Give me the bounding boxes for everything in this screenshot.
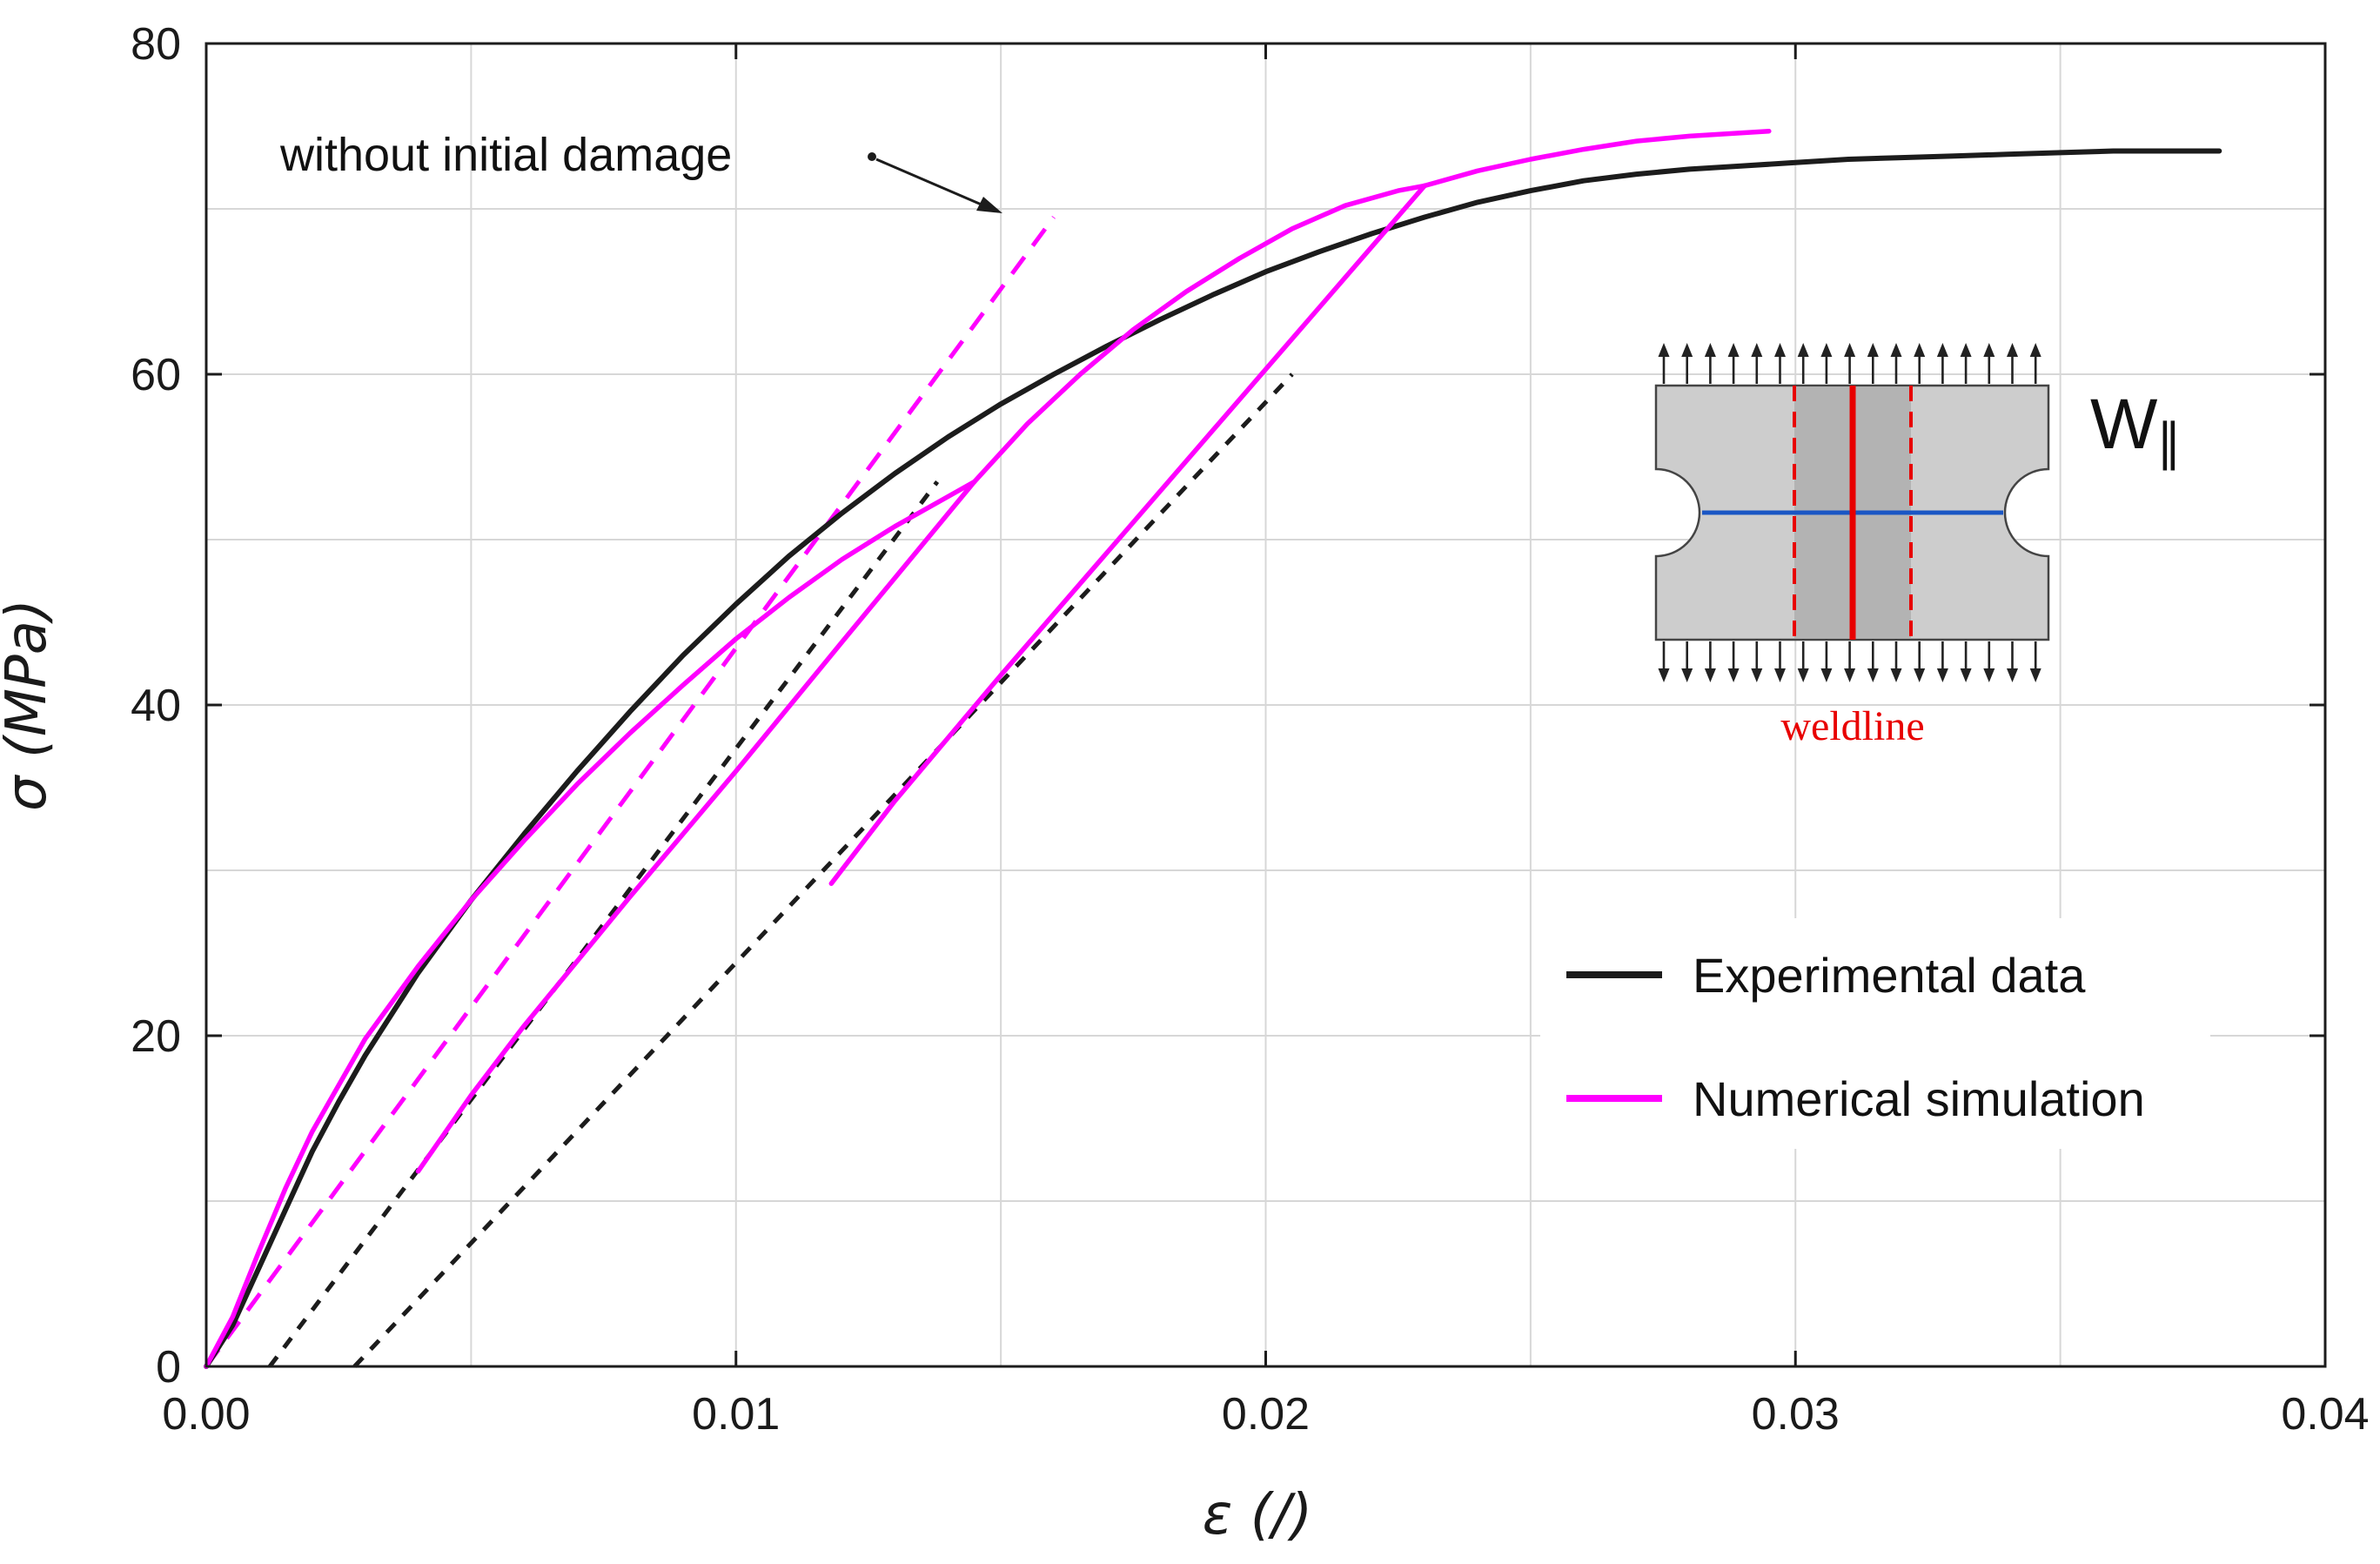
gridlines [206,44,2325,1366]
x-tick-label: 0.03 [1752,1389,1840,1440]
tension-arrow-head [1890,668,1902,682]
y-tick-label: 0 [156,1342,181,1393]
tension-arrow-head [1983,668,1995,682]
series-segment [352,373,1294,1368]
tension-arrow-head [1681,668,1693,682]
series-3 [268,373,1294,1368]
y-axis-tick-labels: 0 20 40 60 80 [131,19,181,1393]
annotation-arrowhead [976,197,1002,213]
tension-arrow-head [2029,343,2041,357]
tension-arrow-head [1774,343,1786,357]
series-1 [204,128,1772,1369]
frame-layer [204,42,2327,1368]
series-segment [268,480,940,1368]
tension-arrow-head [1704,343,1716,357]
legend-background [1540,918,2210,1149]
tension-arrow-head [1658,343,1670,357]
tension-arrow-head [1867,343,1879,357]
tension-arrow-head [1797,343,1809,357]
weldline-label: weldline [1780,703,1924,749]
tension-arrow-head [1960,343,1972,357]
series-2 [204,216,1056,1368]
series-segment [415,479,977,1174]
tension-arrow-head [1727,668,1740,682]
x-tick-label: 0.02 [1222,1389,1310,1440]
x-tick-label: 0.01 [692,1389,780,1440]
tension-arrow-head [1751,343,1763,357]
tension-arrow-head [1914,343,1926,357]
tension-arrow-head [1890,343,1902,357]
tension-arrows-bottom [1658,641,2041,682]
tension-arrow-head [2029,668,2041,682]
series-layer [204,128,2222,1369]
x-axis-label: ε (/) [1203,1483,1312,1547]
tension-arrow-head [1658,668,1670,682]
series-segment [204,479,977,1369]
inset-specimen: W ∥ weldline [1654,343,2182,749]
specimen-label: W [2090,385,2158,464]
tension-arrow-head [1983,343,1995,357]
tension-arrow-head [2007,668,2018,682]
tension-arrow-head [2007,343,2018,357]
y-tick-label: 60 [131,350,181,400]
series-segment [204,216,1056,1368]
tension-arrow-head [1936,343,1948,357]
series-segment [1422,128,1772,189]
tension-arrow-head [1867,668,1879,682]
tension-arrow-head [1820,668,1833,682]
tension-arrow-head [1727,343,1740,357]
tension-arrow-head [1914,668,1926,682]
tension-arrows-top [1658,343,2041,384]
annotation-arrow-line [875,158,984,207]
tension-arrow-head [1844,343,1856,357]
y-axis-label: σ (MPa) [0,599,59,811]
annotation-dot [868,152,876,161]
tension-arrow-head [1960,668,1972,682]
series-0 [204,148,2222,1369]
x-tick-label: 0.00 [162,1389,250,1440]
series-segment [828,183,1427,886]
tension-arrow-head [1797,668,1809,682]
tension-arrow-head [1844,668,1856,682]
tension-arrow-head [1820,343,1833,357]
legend-simulation-label: Numerical simulation [1693,1071,2145,1126]
parallel-symbol: ∥ [2156,413,2182,472]
y-tick-label: 20 [131,1011,181,1062]
y-tick-label: 40 [131,681,181,731]
x-tick-label: 0.04 [2281,1389,2369,1440]
legend: Experimental data Numerical simulation [1540,918,2210,1149]
annotation: without initial damage [279,129,1002,213]
series-segment [204,148,2222,1369]
annotation-text: without initial damage [279,129,732,181]
tension-arrow-head [1774,668,1786,682]
tension-arrow-head [1751,668,1763,682]
series-segment [971,183,1427,485]
legend-experimental-label: Experimental data [1693,948,2086,1003]
tension-arrow-head [1936,668,1948,682]
tension-arrow-head [1681,343,1693,357]
x-axis-tick-labels: 0.00 0.01 0.02 0.03 0.04 [162,1389,2369,1440]
y-tick-label: 80 [131,19,181,70]
tension-arrow-head [1704,668,1716,682]
